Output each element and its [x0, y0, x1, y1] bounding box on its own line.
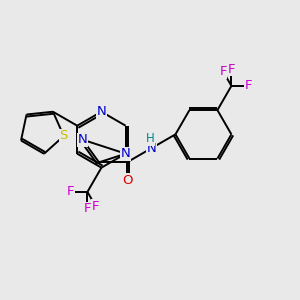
Text: N: N	[121, 147, 130, 160]
Text: F: F	[84, 202, 91, 215]
Text: N: N	[78, 133, 88, 146]
Text: F: F	[244, 80, 252, 92]
Text: N: N	[146, 142, 156, 155]
Text: N: N	[97, 105, 106, 118]
Text: F: F	[219, 65, 227, 78]
Text: S: S	[60, 130, 68, 142]
Text: F: F	[67, 185, 74, 198]
Text: F: F	[228, 63, 235, 76]
Text: O: O	[122, 174, 132, 187]
Text: F: F	[92, 200, 100, 213]
Text: H: H	[146, 132, 154, 146]
